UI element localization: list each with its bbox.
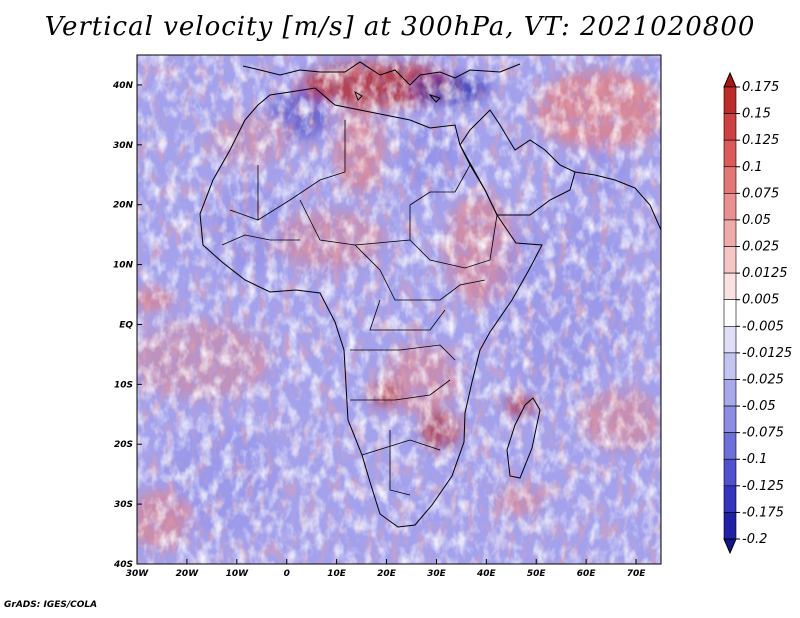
- colorbar-segment-5: [723, 193, 737, 221]
- lat-tick-label-3: 10N: [113, 261, 134, 271]
- lat-tick-label-1: 30N: [113, 141, 134, 151]
- map-frame: [136, 54, 662, 565]
- colorbar-segment-2: [723, 113, 737, 141]
- colorbar-label-11: -0.025: [742, 372, 784, 387]
- colorbar: 0.175 0.15 0.125 0.1 0.075 0.05 0.025 0.0125 0.0…: [723, 71, 792, 555]
- colorbar-label-0: 0.175: [742, 80, 779, 95]
- lon-tick-label-10: 70E: [627, 569, 647, 579]
- colorbar-label-9: -0.005: [742, 319, 784, 334]
- chart-title: Vertical velocity [m/s] at 300hPa, VT: 2…: [44, 12, 756, 42]
- lon-tick-label-4: 10E: [327, 569, 347, 579]
- colorbar-label-12: -0.05: [742, 399, 776, 414]
- lon-tick-label-2: 10W: [226, 569, 250, 579]
- lon-tick-label-5: 20E: [377, 569, 397, 579]
- lon-tick-label-9: 60E: [577, 569, 597, 579]
- colorbar-label-7: 0.0125: [742, 266, 788, 281]
- lat-tick-label-8: 40S: [113, 560, 133, 570]
- colorbar-segment-4: [723, 166, 737, 194]
- colorbar-label-2: 0.125: [742, 133, 779, 148]
- colorbar-segment-8: [723, 272, 737, 301]
- colorbar-segment-15: [723, 458, 737, 487]
- colorbar-label-5: 0.05: [742, 213, 771, 228]
- lat-tick-label-2: 20N: [113, 201, 134, 211]
- colorbar-label-17: -0.2: [742, 532, 767, 547]
- colorbar-top-arrow: [723, 71, 737, 88]
- lat-tick-label-7: 30S: [114, 500, 133, 510]
- vertical-velocity-field: [137, 55, 661, 564]
- colorbar-segment-14: [723, 432, 737, 460]
- colorbar-label-8: 0.005: [742, 293, 779, 308]
- mediterranean-islands: [354, 90, 441, 103]
- lat-tick-label-0: 40N: [112, 81, 134, 91]
- lon-tick-label-6: 30E: [427, 569, 447, 579]
- colorbar-segment-7: [723, 246, 737, 274]
- colorbar-label-14: -0.1: [742, 452, 767, 467]
- lon-tick-label-8: 50E: [527, 569, 547, 579]
- madagascar-coastline: [506, 397, 541, 479]
- lon-tick-label-7: 40E: [476, 569, 497, 579]
- colorbar-label-4: 0.075: [742, 186, 779, 201]
- coastlines-and-borders: [199, 61, 661, 528]
- colorbar-segment-17: [723, 512, 737, 540]
- lat-tick-label-4: EQ: [119, 320, 133, 330]
- colorbar-segment-6: [723, 219, 737, 247]
- colorbar-label-6: 0.025: [742, 240, 779, 255]
- colorbar-segment-3: [723, 139, 737, 168]
- colorbar-label-1: 0.15: [742, 107, 771, 122]
- field-texture-white: [137, 55, 661, 564]
- colorbar-segment-13: [723, 405, 737, 433]
- europe-coastline: [242, 61, 521, 86]
- lat-tick-label-6: 20S: [114, 440, 133, 450]
- colorbar-label-3: 0.1: [742, 160, 763, 175]
- colorbar-bottom-arrow: [723, 538, 737, 555]
- lon-tick-label-0: 30W: [126, 569, 150, 579]
- lat-tick-label-5: 10S: [114, 380, 133, 390]
- africa-coastline: [199, 87, 543, 528]
- colorbar-segment-11: [723, 352, 737, 380]
- colorbar-segment-12: [723, 379, 737, 407]
- lon-tick-label-3: 0: [284, 569, 290, 579]
- colorbar-segment-16: [723, 485, 737, 513]
- colorbar-label-15: -0.125: [742, 479, 784, 494]
- colorbar-segment-10: [723, 325, 737, 354]
- arabia-coastline: [459, 109, 576, 216]
- colorbar-segment-1: [723, 86, 737, 114]
- colorbar-segment-9: [723, 299, 737, 327]
- colorbar-label-16: -0.175: [742, 505, 784, 520]
- border-lines: [221, 120, 498, 496]
- colorbar-label-10: -0.0125: [742, 346, 792, 361]
- colorbar-label-13: -0.075: [742, 426, 784, 441]
- south-asia-coastline: [574, 171, 661, 231]
- lon-tick-label-1: 20W: [176, 569, 200, 579]
- footer-credit: GrADS: IGES/COLA: [4, 600, 98, 610]
